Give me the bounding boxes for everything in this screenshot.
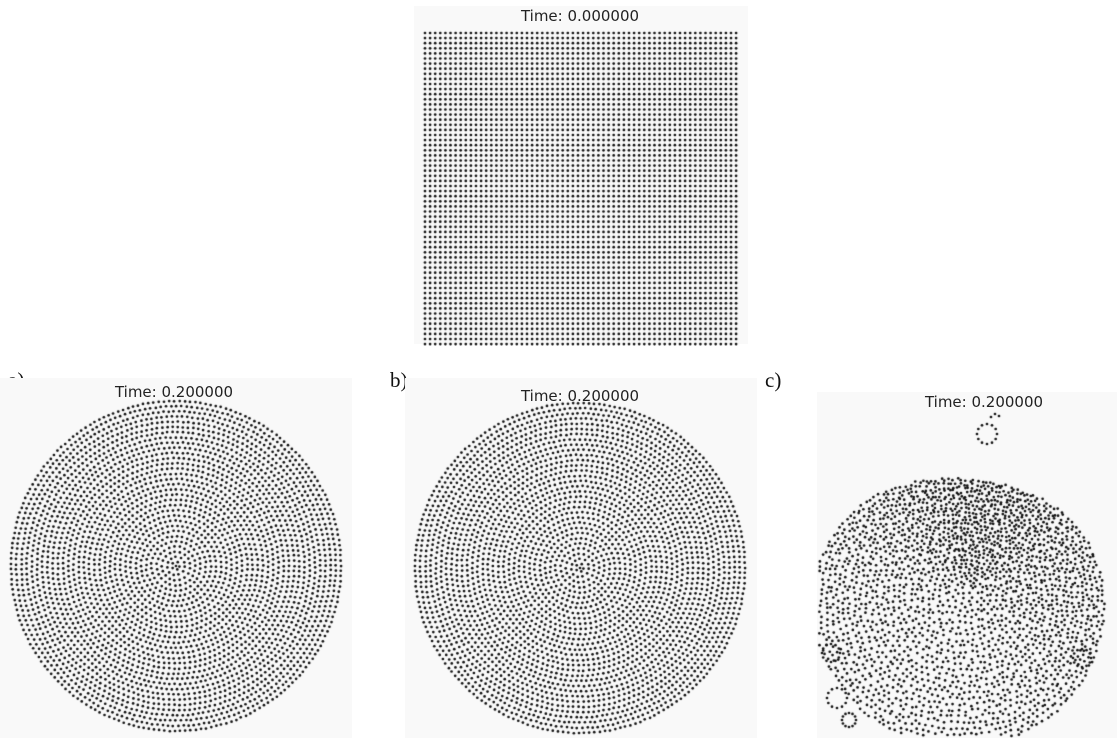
panel-a-time-label: Time: 0.200000 (114, 383, 234, 401)
panel-b-label: b) (390, 368, 408, 392)
panel-c-time-label: Time: 0.200000 (924, 393, 1044, 411)
panel-c-label: c) (765, 368, 782, 392)
initial-square-particle-grid (420, 28, 740, 346)
panel-a-circular-particle-cloud (0, 398, 352, 738)
panel-c-deformed-particle-cloud (817, 408, 1117, 738)
panel-b-circular-particle-cloud (405, 400, 757, 738)
initial-time-label: Time: 0.000000 (520, 7, 640, 25)
